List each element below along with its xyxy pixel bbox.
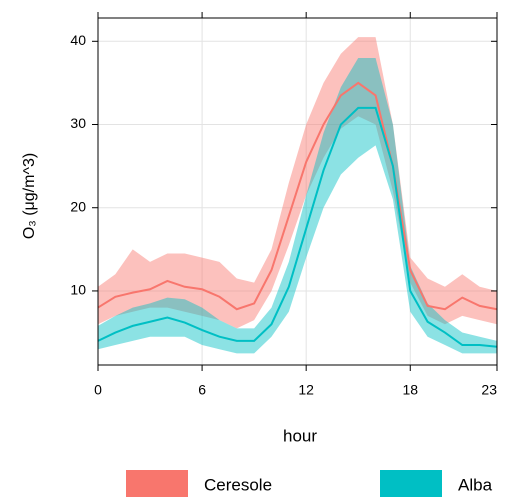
legend-swatch	[126, 470, 188, 497]
y-tick-label: 20	[70, 198, 86, 214]
y-tick-label: 30	[70, 115, 86, 131]
x-tick-label: 0	[94, 382, 102, 398]
x-axis-label: hour	[283, 426, 317, 445]
y-tick-label: 40	[70, 32, 86, 48]
y-tick-label: 10	[70, 282, 86, 298]
legend-label: Ceresole	[204, 475, 272, 494]
x-tick-label: 12	[298, 382, 314, 398]
legend-label: Alba	[458, 475, 493, 494]
series-line	[97, 106, 498, 348]
x-tick-label: 18	[402, 382, 418, 398]
x-tick-label: 23	[481, 382, 497, 398]
plot-frame	[97, 17, 498, 366]
x-tick-label: 6	[198, 382, 206, 398]
series-line	[97, 81, 498, 311]
y-axis-label: O₃ (μg/m^3)	[21, 153, 38, 239]
confidence-band	[98, 37, 497, 329]
legend-swatch	[380, 470, 442, 497]
